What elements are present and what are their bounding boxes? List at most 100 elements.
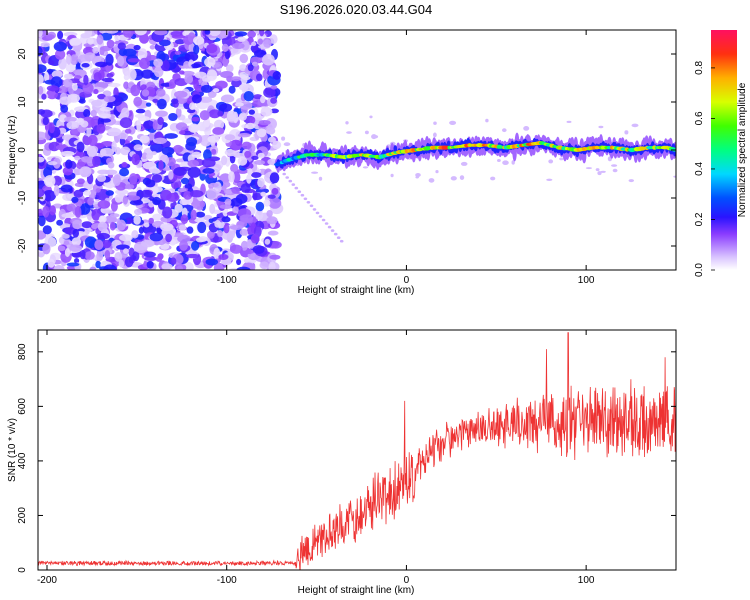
noise-blob <box>184 74 194 84</box>
noise-blob <box>236 266 251 270</box>
noise-blob <box>62 166 73 176</box>
noise-blob <box>152 98 159 103</box>
noise-blob <box>270 85 278 90</box>
noise-blob <box>49 205 56 216</box>
noise-blob <box>260 191 267 197</box>
noise-blob <box>74 258 80 264</box>
noise-blob <box>240 183 251 194</box>
snr-y-tick-label: 200 <box>17 507 28 524</box>
noise-blob <box>217 110 224 117</box>
noise-blob <box>251 155 259 160</box>
noise-blob <box>197 221 207 234</box>
noise-blob <box>202 168 215 174</box>
noise-blob <box>38 46 43 57</box>
faint-blob <box>612 168 618 173</box>
noise-blob <box>211 148 217 155</box>
noise-blob <box>119 192 126 198</box>
noise-blob <box>171 34 186 39</box>
noise-blob <box>54 49 66 60</box>
spectrogram-y-tick-label: 10 <box>17 96 28 108</box>
noise-blob <box>64 248 71 257</box>
noise-blob <box>94 239 104 251</box>
trail-blob <box>303 197 308 201</box>
noise-blob <box>64 116 77 123</box>
noise-blob <box>168 170 174 180</box>
noise-blob <box>141 69 154 79</box>
colorbar-label: Normalized spectral amplitude <box>737 82 748 217</box>
faint-blob <box>415 173 421 177</box>
noise-blob <box>146 152 153 160</box>
noise-blob <box>232 206 239 214</box>
noise-blob <box>42 243 51 255</box>
noise-blob <box>86 146 97 157</box>
noise-blob <box>148 217 154 224</box>
noise-blob <box>230 163 239 173</box>
faint-blob <box>485 118 489 123</box>
noise-blob <box>251 61 258 67</box>
noise-blob <box>93 88 99 95</box>
noise-blob <box>212 88 220 93</box>
colorbar-tick-label: 0.8 <box>694 61 705 75</box>
noise-blob <box>121 107 130 119</box>
noise-blob <box>249 116 256 124</box>
noise-blob <box>95 260 102 269</box>
noise-blob <box>234 102 244 107</box>
noise-blob <box>109 221 116 231</box>
noise-blob <box>116 219 127 231</box>
noise-blob <box>65 63 76 73</box>
noise-blob <box>57 30 64 40</box>
noise-blob <box>71 128 79 135</box>
noise-blob <box>120 146 131 156</box>
noise-blob <box>56 219 63 226</box>
noise-blob <box>124 184 135 190</box>
noise-blob <box>144 256 158 261</box>
noise-blob <box>189 190 204 198</box>
noise-blob <box>188 123 200 133</box>
noise-blob <box>42 205 50 218</box>
noise-blob <box>72 82 78 91</box>
noise-blob <box>97 221 108 232</box>
noise-blob <box>174 203 183 213</box>
noise-blob <box>272 71 281 80</box>
noise-blob <box>193 44 200 55</box>
faint-blob <box>502 128 507 133</box>
faint-blob <box>283 142 291 147</box>
noise-blob <box>191 117 200 122</box>
faint-blob <box>548 159 554 164</box>
faint-blob <box>511 160 515 165</box>
noise-blob <box>152 120 158 131</box>
snr-x-tick-label: -100 <box>217 575 237 586</box>
noise-blob <box>255 201 265 212</box>
noise-blob <box>149 232 164 242</box>
noise-blob <box>164 133 178 139</box>
trail-blob <box>297 190 302 193</box>
trail-blob <box>282 172 287 176</box>
noise-blob <box>135 108 146 114</box>
noise-blob <box>187 159 200 168</box>
noise-blob <box>247 64 254 72</box>
noise-blob <box>116 55 125 67</box>
trail-blob <box>336 236 341 239</box>
faint-blob <box>600 170 606 173</box>
noise-blob <box>134 114 145 118</box>
noise-blob <box>269 254 281 260</box>
noise-blob <box>268 261 276 270</box>
noise-blob <box>245 122 255 130</box>
noise-blob <box>171 98 179 105</box>
noise-blob <box>246 174 252 184</box>
noise-blob <box>42 190 56 202</box>
noise-blob <box>53 265 65 270</box>
faint-blob <box>435 170 439 174</box>
noise-blob <box>217 230 223 238</box>
noise-blob <box>103 264 117 270</box>
noise-blob <box>252 192 263 201</box>
noise-blob <box>272 140 282 150</box>
noise-blob <box>183 61 191 69</box>
colorbar-gradient <box>711 30 737 270</box>
faint-blob <box>364 130 369 135</box>
faint-blob <box>362 166 369 169</box>
noise-blob <box>131 153 141 166</box>
faint-blob <box>459 175 465 181</box>
noise-blob <box>83 74 89 86</box>
